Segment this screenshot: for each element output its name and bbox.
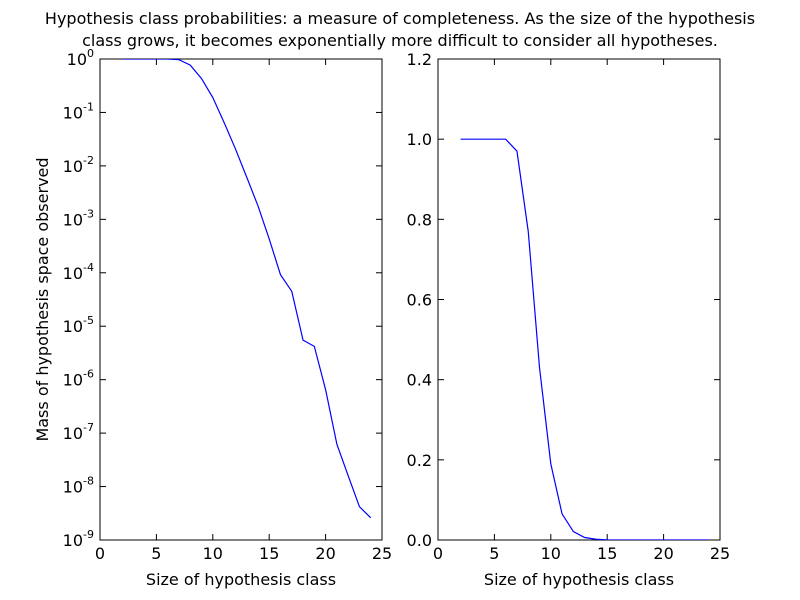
x-tick-label: 10 [203, 544, 223, 563]
data-point [201, 78, 202, 79]
y-tick-label: 0.0 [407, 531, 432, 550]
y-tick-label-exponent: -7 [83, 421, 94, 434]
x-tick-label: 20 [653, 544, 673, 563]
data-point [178, 59, 179, 60]
x-tick-label: 0 [95, 544, 105, 563]
data-point [235, 148, 236, 149]
y-tick-label: 10-6 [63, 368, 94, 390]
figure-title-line-2: class grows, it becomes exponentially mo… [82, 31, 718, 50]
y-tick-label: 0.6 [407, 291, 432, 310]
data-point [471, 139, 472, 140]
x-tick-label: 10 [541, 544, 561, 563]
data-point [573, 531, 574, 532]
y-tick-label-exponent: -9 [83, 528, 94, 541]
y-tick-label-base: 10 [63, 531, 83, 550]
data-point [550, 463, 551, 464]
y-tick-label-exponent: 0 [87, 47, 94, 60]
data-point [246, 176, 247, 177]
x-axis-label: Size of hypothesis class [484, 570, 674, 589]
x-tick-label: 15 [259, 544, 279, 563]
data-point [291, 291, 292, 292]
axes-frame [99, 58, 383, 541]
y-tick-label: 10-1 [63, 100, 94, 122]
y-tick-label-base: 10 [63, 103, 83, 122]
x-tick-label: 25 [372, 544, 392, 563]
y-tick-label-exponent: -3 [83, 207, 94, 220]
y-tick-label: 0.2 [407, 451, 432, 470]
data-point [212, 97, 213, 98]
data-point [539, 367, 540, 368]
y-tick-label: 1.2 [407, 50, 432, 69]
y-tick-label-base: 10 [67, 50, 87, 69]
y-tick-label-exponent: -5 [83, 314, 94, 327]
y-tick-label: 10-2 [63, 154, 94, 176]
y-tick-label-exponent: -8 [83, 475, 94, 488]
data-point [528, 231, 529, 232]
x-tick-label: 0 [433, 544, 443, 563]
y-tick-label: 10-5 [63, 314, 94, 336]
y-tick-label: 0.4 [407, 371, 432, 390]
y-axis-label: Mass of hypothesis space observed [33, 157, 52, 441]
left-plot-log-scale: 0 5 10 15 20 2510010-110-210-310-410-510-610-… [33, 47, 392, 589]
data-point [325, 389, 326, 390]
y-tick-label-exponent: -2 [83, 154, 94, 167]
data-point [516, 151, 517, 152]
x-tick-label: 5 [489, 544, 499, 563]
data-series-line [122, 59, 372, 519]
data-point [257, 205, 258, 206]
data-point [370, 517, 371, 518]
data-point [223, 122, 224, 123]
y-tick-label: 100 [67, 47, 94, 69]
y-tick-label: 10-8 [63, 475, 94, 497]
y-tick-label-exponent: -4 [83, 261, 94, 274]
x-tick-label: 5 [151, 544, 161, 563]
data-point [348, 475, 349, 476]
data-point [336, 444, 337, 445]
data-point [190, 64, 191, 65]
y-tick-label: 0.8 [407, 210, 432, 229]
x-tick-label: 25 [710, 544, 730, 563]
right-plot-linear-scale: 0 5 10 15 20 25 0.0 0.2 0.4 0.6 0.8 1.0 1.2 Size of h… [407, 50, 731, 589]
y-tick-label: 10-3 [63, 207, 94, 229]
y-tick-label-base: 10 [63, 317, 83, 336]
data-point [483, 139, 484, 140]
y-tick-label-base: 10 [63, 478, 83, 497]
data-series-line [460, 138, 709, 540]
y-tick-label-exponent: -1 [83, 100, 94, 113]
y-tick-label-exponent: -6 [83, 368, 94, 381]
x-tick-label: 15 [597, 544, 617, 563]
data-point [280, 274, 281, 275]
axes-frame [437, 58, 721, 541]
data-point [494, 139, 495, 140]
data-point [595, 539, 596, 540]
y-tick-label: 10-9 [63, 528, 94, 550]
y-tick-label: 10-7 [63, 421, 94, 443]
data-point [302, 339, 303, 340]
data-point [314, 346, 315, 347]
y-tick-label-base: 10 [63, 424, 83, 443]
y-tick-label-base: 10 [63, 210, 83, 229]
y-tick-label-base: 10 [63, 157, 83, 176]
y-tick-label-base: 10 [63, 264, 83, 283]
data-point [359, 506, 360, 507]
data-point [584, 537, 585, 538]
figure-title-line-1: Hypothesis class probabilities: a measur… [44, 9, 756, 28]
data-point [561, 513, 562, 514]
y-tick-label: 1.0 [407, 130, 432, 149]
x-tick-label: 20 [315, 544, 335, 563]
data-point [269, 238, 270, 239]
x-axis-label: Size of hypothesis class [146, 570, 336, 589]
y-tick-label: 10-4 [63, 261, 94, 283]
data-point [505, 139, 506, 140]
data-point [460, 139, 461, 140]
y-tick-label-base: 10 [63, 371, 83, 390]
